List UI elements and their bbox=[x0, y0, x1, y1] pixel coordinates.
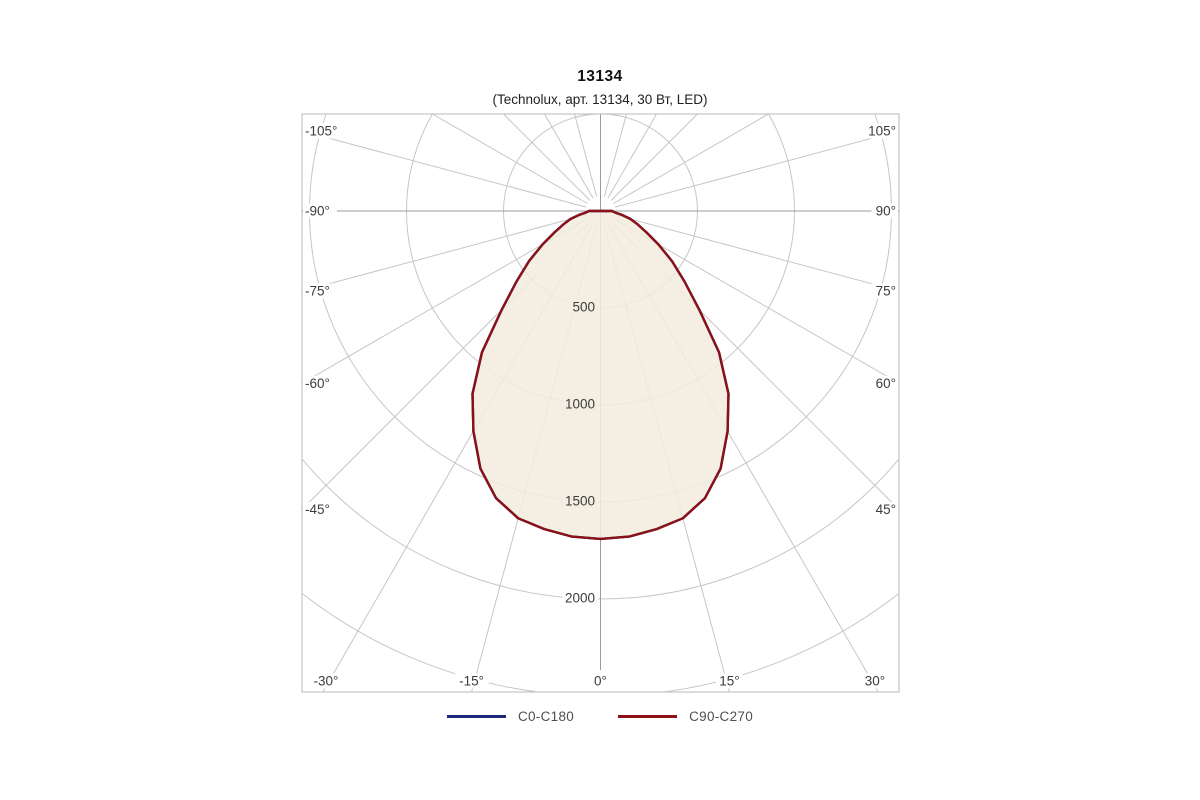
radial-tick-bg bbox=[562, 590, 598, 605]
chart-title: 13134 bbox=[577, 68, 623, 85]
legend-line-c0-c180-icon bbox=[446, 715, 506, 718]
angle-label-bg bbox=[303, 203, 337, 219]
grid-ray-150 bbox=[607, 114, 657, 199]
radial-tick-bg bbox=[562, 493, 598, 508]
grid-ray-120 bbox=[613, 114, 769, 204]
angle-label: -45° bbox=[305, 502, 330, 517]
angle-label: 0° bbox=[594, 674, 607, 689]
legend: C0-C180 C90-C270 bbox=[0, 709, 1200, 724]
angle-label: 45° bbox=[876, 502, 896, 517]
legend-label-c90-c270: C90-C270 bbox=[689, 709, 754, 724]
angle-label-bg bbox=[861, 673, 889, 689]
curve-c90-c270 bbox=[471, 209, 730, 541]
legend-item-c90-c270: C90-C270 bbox=[618, 709, 753, 724]
angle-label-bg bbox=[871, 283, 898, 299]
grid-ray-135 bbox=[610, 114, 698, 201]
legend-item-c0-c180: C0-C180 bbox=[446, 709, 575, 724]
grid-ray-225 bbox=[503, 114, 591, 201]
grid-ray-285 bbox=[302, 214, 587, 292]
angle-label-bg bbox=[303, 283, 337, 299]
radial-tick-bg bbox=[569, 299, 598, 314]
legend-label-c0-c180: C0-C180 bbox=[517, 709, 575, 724]
radial-tick-label: 500 bbox=[572, 300, 595, 315]
chart-subtitle: (Technolux, арт. 13134, 30 Вт, LED) bbox=[492, 92, 708, 107]
angle-label: -75° bbox=[305, 284, 330, 299]
angle-label-bg bbox=[871, 203, 898, 219]
angle-label: 30° bbox=[865, 674, 885, 689]
title-block: 13134 (Technolux, арт. 13134, 30 Вт, LED… bbox=[0, 68, 1200, 107]
angle-label: 90° bbox=[876, 204, 896, 219]
angle-label-bg bbox=[303, 502, 337, 517]
grid-ray-165 bbox=[603, 114, 627, 197]
angle-label-bg bbox=[871, 502, 898, 517]
angle-label: -15° bbox=[459, 674, 484, 689]
angle-label-bg bbox=[309, 673, 343, 689]
radial-tick-bg bbox=[562, 396, 598, 411]
angle-label-bg bbox=[303, 375, 337, 391]
angle-label: -105° bbox=[305, 124, 337, 139]
radial-tick-label: 1500 bbox=[565, 494, 595, 509]
angle-label: 60° bbox=[876, 376, 896, 391]
angle-label-bg bbox=[716, 673, 743, 689]
beam-fill bbox=[472, 211, 729, 539]
angle-label-bg bbox=[454, 673, 489, 689]
grid-ray-195 bbox=[574, 114, 598, 197]
grid-ray-75 bbox=[614, 214, 899, 292]
angle-label-bg bbox=[591, 673, 610, 689]
radial-tick-label: 2000 bbox=[565, 591, 595, 606]
radial-tick-label: 1000 bbox=[565, 397, 595, 412]
angle-label: -90° bbox=[305, 204, 330, 219]
grid-ray-210 bbox=[544, 114, 594, 199]
angle-label: -30° bbox=[314, 674, 339, 689]
grid-ray-240 bbox=[432, 114, 588, 204]
legend-line-c90-c270-icon bbox=[618, 715, 678, 718]
angle-label: 75° bbox=[876, 284, 896, 299]
angle-label: 15° bbox=[719, 674, 739, 689]
angle-label-bg bbox=[864, 123, 898, 139]
angle-label-bg bbox=[303, 123, 345, 139]
grid-ray-105 bbox=[614, 130, 899, 208]
angle-label: 105° bbox=[868, 124, 896, 139]
angle-label: -60° bbox=[305, 376, 330, 391]
grid-ray-255 bbox=[302, 130, 587, 208]
angle-label-bg bbox=[871, 375, 898, 391]
